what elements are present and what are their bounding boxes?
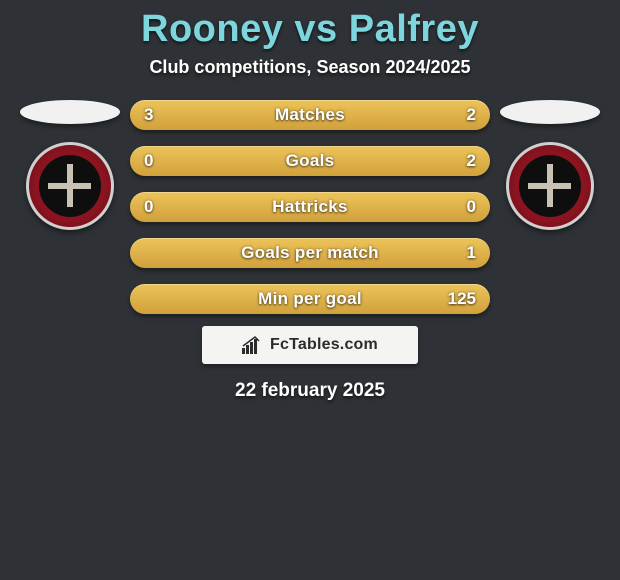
stat-label: Goals <box>286 151 335 171</box>
comparison-card: Rooney vs Palfrey Club competitions, Sea… <box>0 0 620 580</box>
stat-right-value: 125 <box>448 284 476 314</box>
stat-row-matches: 3 Matches 2 <box>130 100 490 130</box>
subtitle: Club competitions, Season 2024/2025 <box>10 57 610 78</box>
club-crest-left <box>26 142 114 230</box>
player-portrait-right <box>500 100 600 124</box>
date-text: 22 february 2025 <box>10 380 610 402</box>
main-row: 3 Matches 2 0 Goals 2 0 Hattricks 0 Goal… <box>10 100 610 314</box>
stat-right-value: 1 <box>467 238 476 268</box>
stat-label: Goals per match <box>241 243 379 263</box>
stat-left-value: 0 <box>144 146 153 176</box>
brand-link[interactable]: FcTables.com <box>202 326 418 364</box>
stat-label: Min per goal <box>258 289 362 309</box>
stat-right-value: 2 <box>467 100 476 130</box>
player-portrait-left <box>20 100 120 124</box>
stat-row-goals-per-match: Goals per match 1 <box>130 238 490 268</box>
stat-row-min-per-goal: Min per goal 125 <box>130 284 490 314</box>
chart-bars-icon <box>242 336 264 354</box>
stat-left-value: 0 <box>144 192 153 222</box>
left-side <box>20 100 120 230</box>
stats-column: 3 Matches 2 0 Goals 2 0 Hattricks 0 Goal… <box>130 100 490 314</box>
stat-label: Matches <box>275 105 345 125</box>
crest-overlay <box>29 145 111 227</box>
page-title: Rooney vs Palfrey <box>10 8 610 51</box>
club-crest-right <box>506 142 594 230</box>
stat-label: Hattricks <box>272 197 347 217</box>
stat-row-goals: 0 Goals 2 <box>130 146 490 176</box>
stat-right-value: 0 <box>467 192 476 222</box>
stat-left-value: 3 <box>144 100 153 130</box>
stat-row-hattricks: 0 Hattricks 0 <box>130 192 490 222</box>
stat-right-value: 2 <box>467 146 476 176</box>
right-side <box>500 100 600 230</box>
brand-text: FcTables.com <box>270 336 378 354</box>
crest-overlay <box>509 145 591 227</box>
